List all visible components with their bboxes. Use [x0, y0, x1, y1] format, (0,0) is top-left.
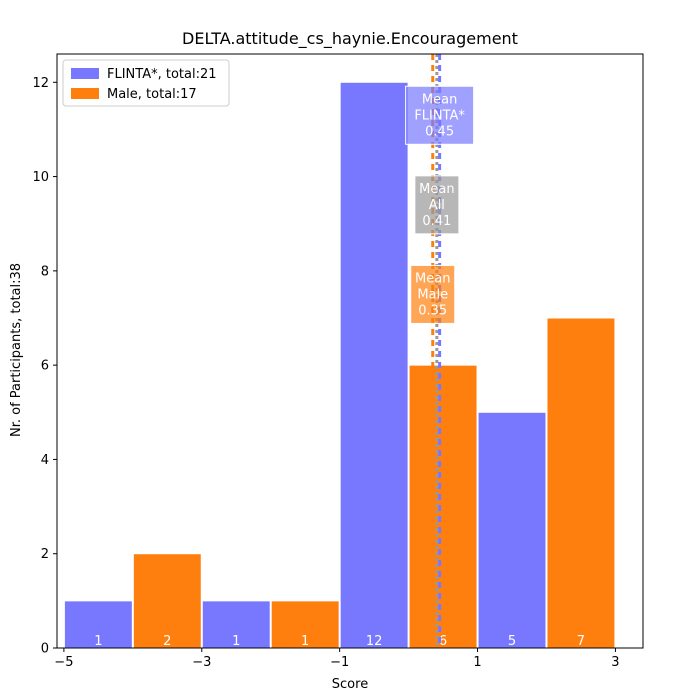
plot-frame: [56, 53, 644, 649]
legend-label-male: Male, total:17: [107, 87, 197, 102]
mean-label-box-male: [410, 264, 456, 324]
x-axis-label: Score: [332, 677, 368, 692]
mean-label-text-flinta: FLINTA*: [414, 108, 465, 123]
x-tick-label: −5: [54, 655, 73, 670]
mean-label-text-all: Mean: [419, 182, 454, 197]
bar-labels-layer: 1 1 12 5 2 1 6 7: [94, 634, 585, 649]
mean-label-text-male: 0.35: [418, 303, 447, 318]
bars-layer: [63, 81, 616, 649]
y-tick-label: 4: [41, 453, 49, 468]
mean-label-text-all: 0.41: [422, 214, 451, 229]
mean-label-text-male: Mean: [415, 271, 450, 286]
legend-label-flinta: FLINTA*, total:21: [107, 67, 217, 82]
mean-label-text-flinta: 0.45: [425, 124, 454, 139]
x-tick-label: −3: [192, 655, 211, 670]
bar-male-3: [546, 317, 616, 649]
bar-value-label: 1: [232, 634, 240, 649]
bar-value-label: 12: [366, 634, 383, 649]
bar-flinta-3: [477, 411, 547, 649]
mean-label-text-flinta: Mean: [422, 92, 457, 107]
bar-flinta-2: [339, 81, 409, 649]
bar-value-label: 1: [301, 634, 309, 649]
bar-flinta-0: [63, 600, 133, 649]
bar-flinta-1: [201, 600, 271, 649]
x-tick-label: 1: [473, 655, 481, 670]
legend: FLINTA*, total:21 Male, total:17: [62, 59, 230, 107]
mean-label-text-male: Male: [417, 287, 448, 302]
legend-box: [62, 59, 230, 107]
bar-value-label: 6: [439, 634, 447, 649]
bar-male-2: [408, 364, 478, 649]
bar-value-label: 1: [94, 634, 102, 649]
legend-swatch-flinta: [71, 68, 99, 79]
mean-label-box-flinta: [405, 85, 475, 145]
bar-value-label: 7: [577, 634, 585, 649]
y-tick-label: 0: [41, 642, 49, 657]
y-axis-label: Nr. of Participants, total:38: [9, 263, 24, 437]
y-tick-label: 2: [41, 547, 49, 562]
y-tick-label: 8: [41, 264, 49, 279]
x-tick-label: −1: [330, 655, 349, 670]
y-tick-label: 6: [41, 359, 49, 374]
mean-label-text-all: All: [429, 198, 445, 213]
y-tick-label: 12: [32, 76, 49, 91]
bar-value-label: 2: [163, 634, 171, 649]
x-tick-label: 3: [611, 655, 619, 670]
chart-title: DELTA.attitude_cs_haynie.Encouragement: [182, 29, 518, 49]
legend-swatch-male: [71, 88, 99, 99]
y-tick-label: 10: [32, 170, 49, 185]
mean-label-box-all: [414, 175, 460, 235]
bar-value-label: 5: [508, 634, 516, 649]
